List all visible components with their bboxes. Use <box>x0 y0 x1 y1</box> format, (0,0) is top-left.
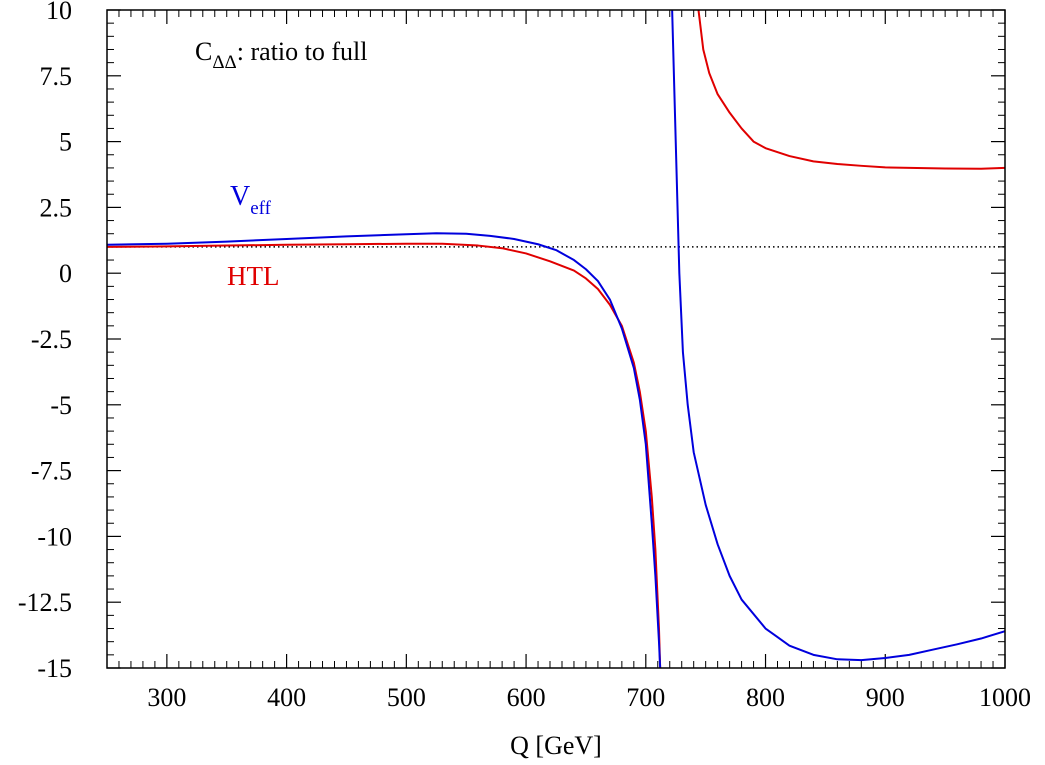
veff-label-base: V <box>230 181 250 212</box>
y-axis: 10 7.5 5 2.5 0 -2.5 -5 -7.5 -10 -12.5 -15 <box>18 0 1005 683</box>
annotation-text: : ratio to full <box>237 37 368 66</box>
x-tick-label: 800 <box>746 683 785 712</box>
veff-curve-segment-2 <box>671 10 1005 662</box>
y-tick-label: 0 <box>59 259 72 288</box>
htl-curve-segment-2 <box>697 10 1005 170</box>
y-tick-label: -15 <box>37 654 72 683</box>
series-layer <box>107 10 1005 668</box>
veff-curve-segment-1 <box>107 232 662 668</box>
y-tick-label: -5 <box>50 391 72 420</box>
series-label-htl: HTL <box>227 261 279 291</box>
y-tick-label: 10 <box>46 0 72 25</box>
x-tick-label: 300 <box>147 683 186 712</box>
y-tick-label: -7.5 <box>31 457 72 486</box>
y-tick-label: 2.5 <box>40 193 73 222</box>
x-axis-label: Q [GeV] <box>510 731 602 760</box>
y-tick-label: -12.5 <box>18 588 72 617</box>
x-axis: 300 400 500 600 700 800 900 1000 <box>106 10 1031 712</box>
x-tick-label: 1000 <box>979 683 1031 712</box>
x-tick-label: 400 <box>267 683 306 712</box>
y-tick-label: -2.5 <box>31 325 72 354</box>
y-tick-label: 7.5 <box>40 62 73 91</box>
chart-annotation: CΔΔ: ratio to full <box>195 37 367 73</box>
veff-label-subscript: eff <box>250 198 271 219</box>
y-tick-label: -10 <box>37 522 72 551</box>
x-tick-label: 900 <box>866 683 905 712</box>
plot-frame <box>106 9 1006 669</box>
htl-curve-segment-1 <box>107 242 662 668</box>
htl-label-base: HTL <box>227 261 279 291</box>
y-tick-label: 5 <box>59 128 72 157</box>
x-tick-label: 700 <box>626 683 665 712</box>
x-tick-label: 600 <box>507 683 546 712</box>
annotation-base: C <box>195 37 212 66</box>
x-tick-label: 500 <box>387 683 426 712</box>
annotation-subscript: ΔΔ <box>212 52 236 73</box>
series-label-veff: Veff <box>230 181 272 219</box>
